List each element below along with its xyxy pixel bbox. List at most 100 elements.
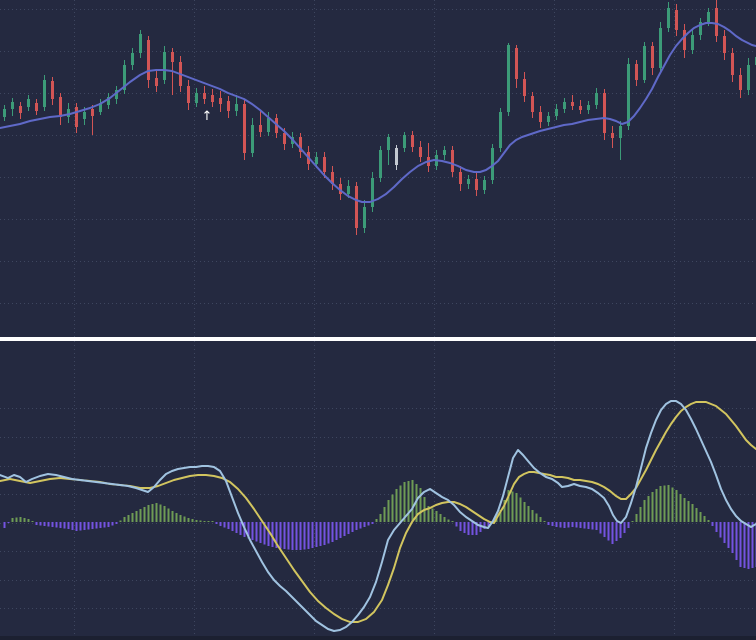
candle bbox=[11, 98, 14, 116]
candle bbox=[411, 131, 414, 152]
histogram-bar-up bbox=[191, 519, 194, 522]
mouse-cursor[interactable]: ↑ bbox=[202, 109, 213, 124]
candle bbox=[563, 98, 566, 113]
histogram-bar-down bbox=[599, 522, 602, 534]
histogram-bar-down bbox=[615, 522, 618, 541]
histogram-bar-up bbox=[655, 489, 658, 522]
candle bbox=[659, 22, 662, 72]
histogram-bar-down bbox=[551, 522, 554, 526]
histogram-bar-down bbox=[583, 522, 586, 529]
histogram-bar-down bbox=[7, 522, 10, 523]
histogram-bar-down bbox=[559, 522, 562, 528]
macd-chart-canvas bbox=[0, 341, 756, 640]
panel-bottom-edge bbox=[0, 636, 756, 640]
candle bbox=[587, 101, 590, 114]
histogram-bar-down bbox=[311, 522, 314, 548]
histogram-bar-up bbox=[431, 508, 434, 522]
candle bbox=[427, 143, 430, 172]
candle bbox=[259, 110, 262, 137]
histogram-bar-up bbox=[163, 506, 166, 522]
candle bbox=[619, 121, 622, 160]
histogram-bar-down bbox=[251, 522, 254, 540]
candle bbox=[547, 112, 550, 126]
histogram-bar-down bbox=[547, 522, 550, 525]
candle bbox=[235, 95, 238, 116]
histogram-bar-up bbox=[679, 494, 682, 522]
histogram-bar-down bbox=[611, 522, 614, 544]
candle bbox=[403, 132, 406, 152]
histogram-bar-down bbox=[475, 522, 478, 535]
histogram-bar-up bbox=[439, 514, 442, 522]
histogram-bar-up bbox=[119, 520, 122, 522]
candle bbox=[731, 48, 734, 82]
candle bbox=[43, 75, 46, 111]
moving-average-line bbox=[0, 22, 756, 203]
histogram-bar-down bbox=[319, 522, 322, 546]
candle bbox=[483, 176, 486, 194]
histogram-bar-down bbox=[215, 522, 218, 524]
histogram-bar-down bbox=[247, 522, 250, 539]
candle bbox=[227, 96, 230, 118]
histogram-bar-up bbox=[631, 521, 634, 522]
histogram-bar-down bbox=[219, 522, 222, 526]
panel-resize-divider[interactable] bbox=[0, 337, 756, 341]
candle bbox=[3, 105, 6, 121]
candle bbox=[651, 42, 654, 75]
macd-indicator-panel[interactable] bbox=[0, 341, 756, 640]
candle bbox=[611, 126, 614, 148]
histogram-bar-down bbox=[271, 522, 274, 547]
histogram-bar-up bbox=[511, 491, 514, 522]
histogram-bar-up bbox=[183, 516, 186, 522]
histogram-bar-up bbox=[11, 518, 14, 522]
histogram-bar-down bbox=[223, 522, 226, 528]
histogram-bar-down bbox=[275, 522, 278, 548]
histogram-bar-down bbox=[355, 522, 358, 530]
histogram-bar-up bbox=[507, 490, 510, 522]
histogram-bar-down bbox=[283, 522, 286, 549]
histogram-bar-down bbox=[359, 522, 362, 529]
candle bbox=[123, 60, 126, 94]
histogram-bar-down bbox=[323, 522, 326, 545]
histogram-bar-up bbox=[199, 520, 202, 522]
histogram-bar-up bbox=[155, 503, 158, 522]
histogram-bar-up bbox=[695, 508, 698, 522]
histogram-bar-down bbox=[107, 522, 110, 527]
histogram-bar-down bbox=[75, 522, 78, 531]
histogram-bar-down bbox=[363, 522, 366, 527]
candle bbox=[515, 45, 518, 88]
histogram-bar-up bbox=[27, 519, 30, 522]
histogram-bar-down bbox=[339, 522, 342, 538]
candle bbox=[211, 89, 214, 107]
candle bbox=[51, 77, 54, 105]
price-panel[interactable]: ↑ bbox=[0, 0, 756, 337]
histogram-bar-down bbox=[623, 522, 626, 533]
histogram-bar-up bbox=[187, 518, 190, 522]
candle bbox=[75, 103, 78, 133]
macd-line bbox=[0, 400, 756, 632]
candle bbox=[475, 173, 478, 196]
histogram-bar-up bbox=[515, 493, 518, 522]
candle bbox=[371, 172, 374, 212]
histogram-bar-down bbox=[747, 522, 750, 569]
histogram-bar-down bbox=[263, 522, 266, 545]
histogram-bar-up bbox=[543, 521, 546, 522]
histogram-bar-up bbox=[407, 481, 410, 522]
histogram-bar-down bbox=[351, 522, 354, 532]
histogram-bar-down bbox=[303, 522, 306, 550]
histogram-bar-up bbox=[127, 515, 130, 522]
histogram-bar-down bbox=[627, 522, 630, 528]
histogram-bar-up bbox=[647, 496, 650, 522]
histogram-bar-down bbox=[471, 522, 474, 535]
candle bbox=[299, 133, 302, 158]
histogram-bar-down bbox=[71, 522, 74, 530]
candle bbox=[627, 58, 630, 130]
histogram-bar-down bbox=[95, 522, 98, 529]
histogram-bar-down bbox=[227, 522, 230, 529]
histogram-bar-up bbox=[427, 506, 430, 522]
histogram-bar-down bbox=[55, 522, 58, 528]
histogram-bar-up bbox=[523, 502, 526, 522]
histogram-bar-down bbox=[335, 522, 338, 540]
histogram-bar-down bbox=[731, 522, 734, 553]
histogram-bar-up bbox=[651, 492, 654, 522]
histogram-bar-up bbox=[211, 521, 214, 522]
